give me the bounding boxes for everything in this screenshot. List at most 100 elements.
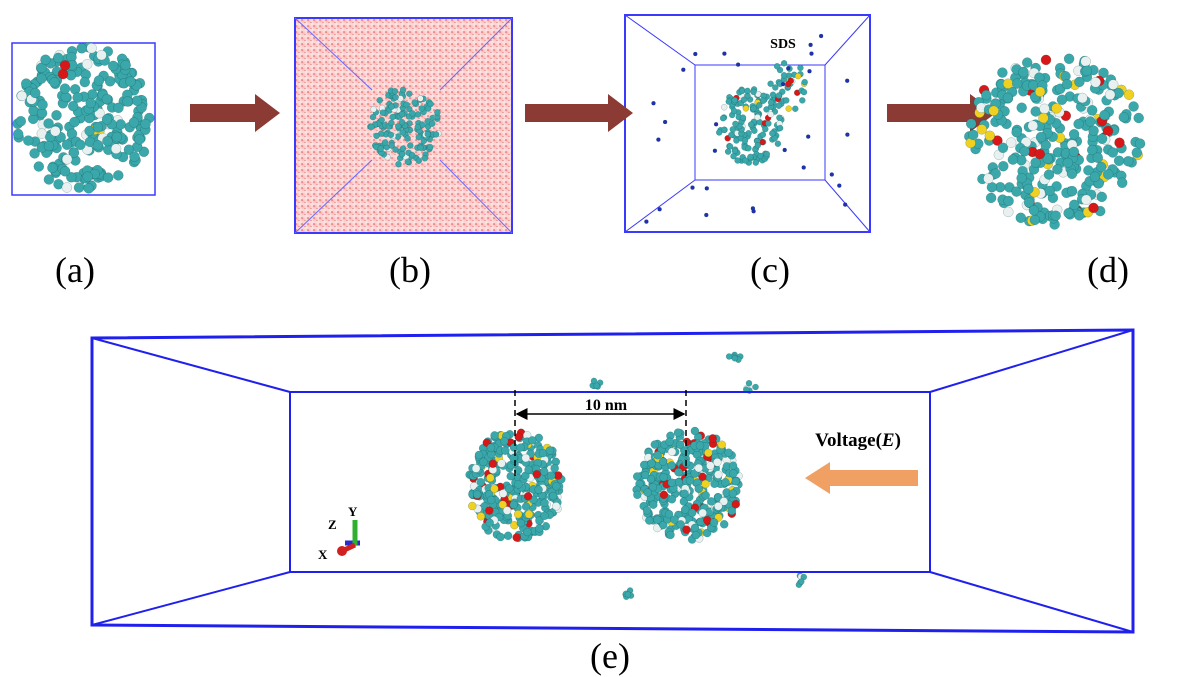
voltage-symbol: E	[881, 430, 895, 451]
atom	[768, 81, 774, 87]
atom	[1134, 113, 1144, 123]
atom	[77, 43, 87, 53]
atom	[713, 149, 717, 153]
atom	[683, 526, 691, 534]
atom	[795, 73, 801, 79]
atom	[720, 115, 726, 121]
atom	[1108, 148, 1118, 158]
atom	[786, 66, 790, 70]
panel-label: (c)	[750, 250, 790, 290]
atom	[659, 458, 667, 466]
atom	[845, 79, 849, 83]
atom	[62, 154, 72, 164]
atom	[997, 68, 1007, 78]
atom	[1022, 58, 1032, 68]
atom	[388, 132, 394, 138]
atom	[702, 491, 710, 499]
atom	[709, 434, 717, 442]
atom	[486, 474, 494, 482]
atom	[968, 130, 978, 140]
atom	[517, 444, 525, 452]
atom	[472, 465, 480, 473]
panel-label: (b)	[389, 250, 431, 290]
atom	[643, 506, 651, 514]
atom	[731, 108, 737, 114]
atom	[546, 447, 554, 455]
atom	[660, 491, 668, 499]
atom	[1023, 184, 1033, 194]
atom	[663, 120, 667, 124]
atom	[732, 500, 740, 508]
atom	[111, 144, 121, 154]
axis-icon	[337, 520, 360, 556]
atom	[1051, 211, 1061, 221]
atom	[1119, 112, 1129, 122]
atom	[58, 69, 68, 79]
atom	[675, 468, 683, 476]
atom	[70, 117, 80, 127]
atom	[686, 477, 694, 485]
atom	[594, 383, 600, 389]
atom	[783, 148, 787, 152]
atom	[114, 103, 124, 113]
atom	[716, 130, 722, 136]
sds-label: SDS	[770, 37, 796, 52]
atom	[44, 141, 54, 151]
atom	[535, 486, 543, 494]
atom	[691, 524, 699, 532]
atom	[1063, 158, 1073, 168]
atom	[666, 438, 674, 446]
atom	[121, 60, 131, 70]
atom	[500, 437, 508, 445]
atom	[400, 146, 406, 152]
atom	[522, 503, 530, 511]
atom	[407, 143, 413, 149]
atom	[1093, 153, 1103, 163]
atom	[129, 117, 139, 127]
atom	[379, 117, 385, 123]
atom	[1085, 117, 1095, 127]
atom	[732, 97, 738, 103]
atom	[417, 96, 423, 102]
atom	[714, 122, 718, 126]
atom	[62, 183, 72, 193]
atom	[786, 106, 792, 112]
voltage-text: Voltage(	[815, 430, 882, 451]
atom	[845, 133, 849, 137]
atom	[47, 163, 57, 173]
atom	[776, 103, 782, 109]
atom	[668, 448, 676, 456]
atom	[644, 489, 652, 497]
atom	[409, 110, 415, 116]
atom	[1081, 56, 1091, 66]
atom	[668, 495, 676, 503]
atom	[477, 478, 485, 486]
atom	[552, 482, 560, 490]
figure: (a) (b) (c) (d) SDS 10 nm Voltage(E) Z Y…	[0, 0, 1182, 677]
atom	[696, 442, 704, 450]
atom	[802, 166, 806, 170]
atom	[725, 149, 731, 155]
atom	[97, 50, 107, 60]
atom	[704, 449, 712, 457]
atom	[660, 473, 668, 481]
atom	[425, 131, 431, 137]
atom	[1124, 90, 1134, 100]
atom	[501, 447, 509, 455]
atom	[415, 124, 421, 130]
atom	[843, 203, 847, 207]
atom	[691, 186, 695, 190]
atom	[710, 519, 718, 527]
atom	[776, 93, 782, 99]
atom	[819, 34, 823, 38]
atom	[726, 354, 732, 360]
atom	[517, 519, 525, 527]
atom	[1096, 162, 1106, 172]
atom	[400, 87, 406, 93]
atom	[1115, 138, 1125, 148]
atom	[60, 166, 70, 176]
atom	[388, 120, 394, 126]
atom	[721, 478, 729, 486]
atom	[491, 431, 499, 439]
field-arrow	[805, 462, 918, 494]
